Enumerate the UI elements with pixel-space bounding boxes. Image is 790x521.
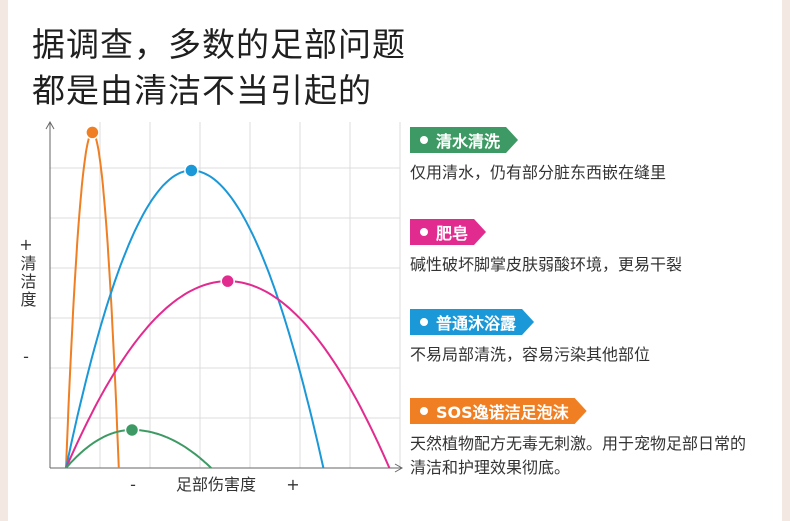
y-axis-high-mark: + bbox=[19, 235, 32, 254]
legend-tag-body-wash: 普通沐浴露 bbox=[410, 309, 534, 335]
headline-line-2: 都是由清洁不当引起的 bbox=[32, 71, 372, 110]
legend-desc: 天然植物配方无毒无刺激。用于宠物足部日常的清洁和护理效果彻底。 bbox=[410, 434, 747, 477]
legend-label: SOS逸诺洁足泡沫 bbox=[436, 403, 569, 422]
headline: 据调查，多数的足部问题 都是由清洁不当引起的 bbox=[32, 22, 406, 114]
y-axis-low-mark: - bbox=[23, 347, 29, 366]
legend-bullet-icon bbox=[420, 136, 428, 144]
x-axis-high-mark: + bbox=[286, 475, 299, 494]
y-axis-arrow bbox=[45, 120, 55, 130]
series-peak-point-3 bbox=[124, 422, 140, 438]
legend-label: 清水清洗 bbox=[436, 132, 501, 151]
legend-desc: 不易局部清洗，容易污染其他部位 bbox=[410, 345, 651, 364]
legend-item-body-wash: 普通沐浴露 不易局部清洗，容易污染其他部位 bbox=[410, 309, 650, 367]
series-line-3 bbox=[65, 428, 212, 469]
x-axis-low-mark: - bbox=[130, 475, 136, 494]
legend-item-sos-foam: SOS逸诺洁足泡沫 天然植物配方无毒无刺激。用于宠物足部日常的清洁和护理效果彻底… bbox=[410, 398, 760, 480]
legend-bullet-icon bbox=[420, 407, 428, 415]
legend-item-water: 清水清洗 仅用清水，仍有部分脏东西嵌在缝里 bbox=[410, 127, 666, 185]
legend-bullet-icon bbox=[420, 228, 428, 236]
series-peak-point-1 bbox=[184, 163, 199, 178]
legend-desc: 仅用清水，仍有部分脏东西嵌在缝里 bbox=[410, 163, 667, 182]
legend-bullet-icon bbox=[420, 318, 428, 326]
x-axis-arrow bbox=[394, 463, 404, 473]
legend-desc: 碱性破坏脚掌皮肤弱酸环境，更易干裂 bbox=[410, 255, 683, 274]
series-peak-point-0 bbox=[85, 125, 100, 140]
chart-axes bbox=[45, 120, 404, 473]
legend-item-soap: 肥皂 碱性破坏脚掌皮肤弱酸环境，更易干裂 bbox=[410, 219, 682, 277]
chart-series bbox=[65, 125, 391, 469]
legend-tag-sos-foam: SOS逸诺洁足泡沫 bbox=[410, 398, 587, 424]
legend-tag-water: 清水清洗 bbox=[410, 127, 518, 153]
legend-label: 肥皂 bbox=[436, 224, 469, 243]
x-axis-label: 足部伤害度 bbox=[176, 475, 256, 494]
headline-line-1: 据调查，多数的足部问题 bbox=[32, 25, 406, 64]
legend-tag-soap: 肥皂 bbox=[410, 219, 486, 245]
y-axis-label: 清洁度 bbox=[18, 255, 37, 309]
legend-label: 普通沐浴露 bbox=[436, 314, 517, 333]
series-peak-point-2 bbox=[220, 273, 235, 289]
